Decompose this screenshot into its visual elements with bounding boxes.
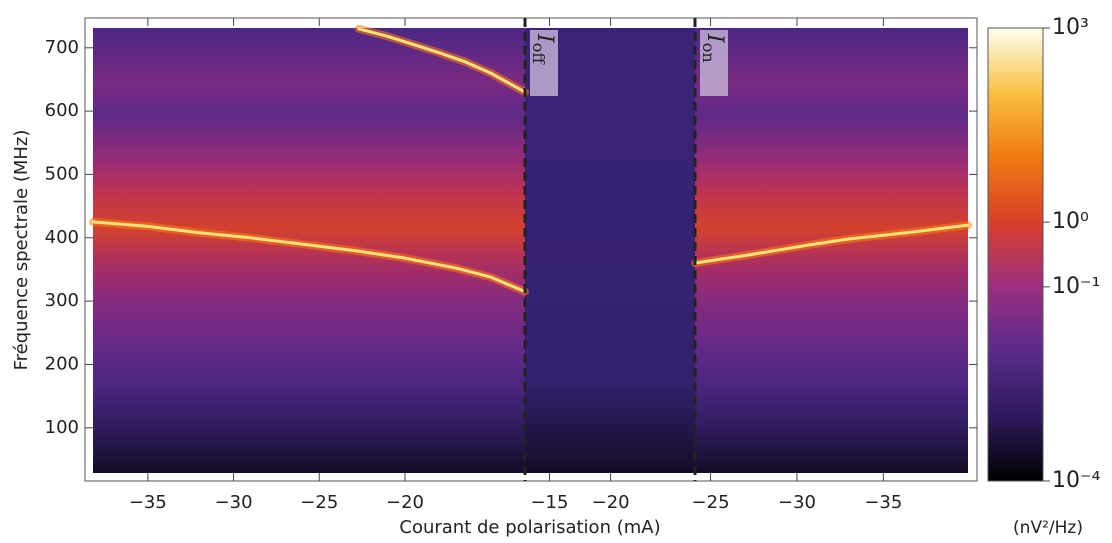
y-axis-label: Fréquence spectrale (MHz): [11, 130, 32, 371]
x-tick-label: −30: [215, 492, 253, 513]
heatmap-right: [695, 28, 968, 473]
y-tick-label: 600: [45, 100, 79, 121]
colorbar: [987, 27, 1044, 482]
y-tick-label: 400: [45, 227, 79, 248]
resonance-line: [693, 223, 970, 265]
x-tick-label: −25: [300, 492, 338, 513]
x-tick-label: −35: [864, 492, 902, 513]
heatmap-left: [93, 28, 525, 473]
annotation-box: [530, 30, 558, 96]
y-tick-label: 700: [45, 37, 79, 58]
y-tick-label: 200: [45, 353, 79, 374]
y-tick-label: 500: [45, 163, 79, 184]
heatmap-middle: [525, 28, 695, 473]
annotation-main: I: [532, 33, 557, 44]
annotation-main: I: [702, 33, 727, 44]
colorbar-tick-label: 10⁻⁴: [1052, 468, 1101, 493]
x-axis-label: Courant de polarisation (mA): [399, 517, 660, 538]
resonance-line: [357, 27, 527, 94]
x-tick-label: −30: [778, 492, 816, 513]
y-tick-label: 100: [45, 417, 79, 438]
annotation: Ioff: [530, 33, 558, 65]
colorbar-tick-label: 10⁰: [1052, 209, 1089, 234]
annotation: Ion: [700, 33, 728, 63]
annotation-sub: off: [530, 43, 549, 66]
x-tick-label: −25: [692, 492, 730, 513]
colorbar-label: (nV²/Hz): [1013, 518, 1083, 538]
x-tick-label: −20: [386, 492, 424, 513]
colorbar-tick-label: 10³: [1052, 15, 1089, 40]
y-tick-label: 300: [45, 290, 79, 311]
x-tick-label: −15: [530, 492, 568, 513]
annotation-sub: on: [700, 43, 719, 63]
resonance-line: [91, 220, 527, 294]
x-tick-label: −35: [129, 492, 167, 513]
x-tick-label: −20: [592, 492, 630, 513]
annotation-box: [700, 30, 728, 96]
marks: [89, 24, 972, 296]
colorbar-tick-label: 10⁻¹: [1052, 274, 1100, 299]
